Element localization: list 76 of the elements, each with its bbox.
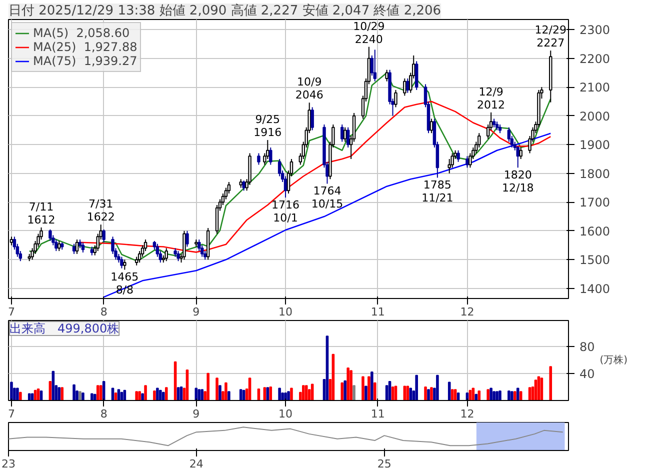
y-tick-label: 2200 (580, 52, 610, 66)
candlestick (310, 106, 314, 131)
annotation: 1716 10/1 (272, 198, 300, 225)
legend-label: MA(5) 2,058.60 (33, 26, 130, 40)
legend-label: MA(25) 1,927.88 (33, 40, 138, 54)
y-tick-label: 2100 (580, 80, 610, 95)
x-tick-label: 7 (8, 408, 15, 420)
y-tick-label: 1700 (580, 196, 610, 210)
candlestick (81, 242, 85, 253)
candlestick (242, 180, 246, 192)
candlestick (430, 118, 434, 134)
x-tick-label: 12 (460, 306, 474, 318)
candlestick (343, 126, 347, 142)
annotation: 1820 12/18 (502, 168, 534, 195)
candlestick (102, 228, 106, 243)
line-series (28, 72, 552, 262)
candlestick (58, 240, 61, 252)
candlestick (519, 146, 522, 160)
annotation: 12/29 2227 (534, 24, 566, 50)
candlestick (176, 250, 180, 262)
x-tick-label: 25 (377, 458, 392, 470)
annotation: 1764 10/15 (311, 184, 344, 211)
candlestick (466, 156, 469, 168)
annotation: 10/29 2240 (353, 20, 385, 46)
y-tick-label: 1400 (580, 282, 610, 296)
candlestick (186, 230, 189, 248)
x-tick-label: 9 (192, 306, 200, 318)
candlestick (414, 60, 418, 90)
y-tick-label: 1500 (580, 253, 610, 268)
candlestick (373, 49, 376, 82)
y-tick-label: 40 (580, 366, 595, 381)
candlestick (406, 78, 410, 94)
y-tick-label: 2300 (580, 23, 610, 38)
x-tick-label: 10 (278, 306, 293, 318)
y-tick-label: 1600 (580, 224, 610, 238)
candlestick (54, 239, 58, 252)
candlestick (516, 146, 520, 168)
x-tick-label: 9 (192, 408, 200, 420)
y-tick-label: 80 (580, 340, 595, 354)
y-axis-title: (万株) (600, 354, 628, 366)
annotation: 1785 11/21 (422, 178, 454, 205)
y-tick-label: 1800 (580, 166, 610, 181)
legend-label: MA(75) 1,939.27 (33, 54, 138, 68)
candlestick (269, 146, 272, 166)
x-tick-label: 8 (100, 408, 108, 420)
chart-title: 日付 2025/12/29 13:38 始値 2,090 高値 2,227 安値 2,047 終値 2,206 (8, 2, 442, 18)
annotation: 12/9 2012 (477, 85, 506, 112)
x-tick-label: 11 (370, 306, 385, 318)
x-tick-label: 10 (278, 408, 293, 420)
candlestick (456, 150, 460, 162)
candlestick (257, 152, 260, 166)
x-tick-label: 24 (189, 458, 204, 470)
annotation: 9/25 1916 (254, 113, 282, 140)
candlestick (385, 69, 388, 82)
y-tick-label: 2000 (580, 109, 610, 124)
annotation: 10/9 2046 (295, 76, 324, 102)
annotation: 7/11 1612 (27, 200, 56, 226)
candlestick (75, 239, 79, 254)
candlestick (48, 228, 52, 242)
candlestick (394, 89, 398, 108)
annotation: 7/31 1622 (86, 198, 115, 224)
y-tick-label: 1900 (580, 138, 610, 152)
x-tick-label: 8 (100, 306, 108, 318)
x-tick-label: 12 (460, 408, 474, 420)
candlestick (123, 259, 126, 270)
candlestick (164, 248, 168, 262)
chart-title: 出来高 499,800株 (10, 322, 120, 336)
x-tick-label: 7 (8, 306, 15, 318)
candlestick (120, 256, 124, 269)
candlestick (72, 243, 76, 254)
candlestick (403, 78, 406, 96)
candlestick (340, 124, 344, 142)
x-tick-label: 11 (370, 408, 385, 420)
x-tick-label: 23 (2, 458, 16, 470)
candlestick (182, 230, 186, 260)
candlestick (346, 126, 350, 148)
